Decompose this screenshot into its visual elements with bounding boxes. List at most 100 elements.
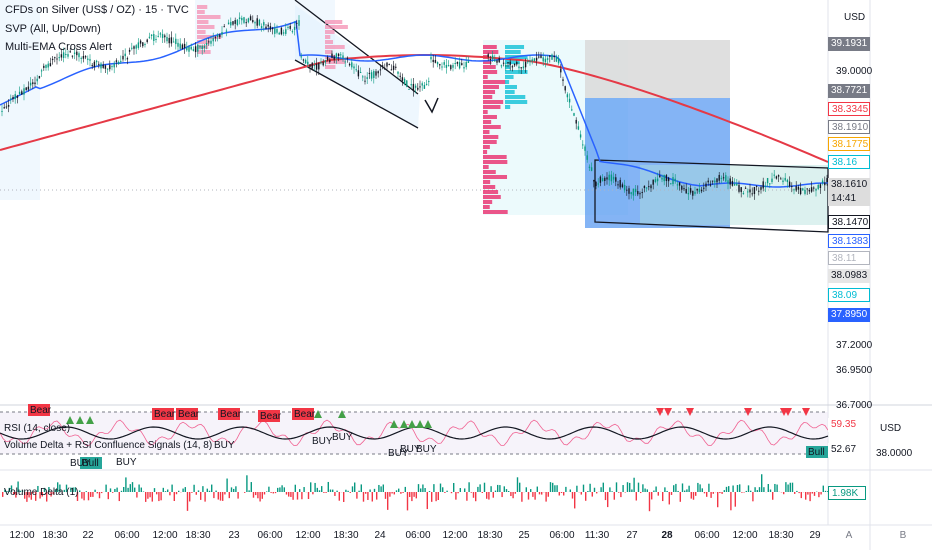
volume-delta-bar: [607, 492, 609, 508]
price-axis[interactable]: USD 39.1931 38.7721 38.3345 38.1910 38.1775 3…: [828, 0, 932, 550]
candle-body: [155, 38, 157, 40]
volume-profile-bar: [483, 185, 496, 189]
volume-delta-bar: [554, 485, 556, 492]
volume-delta-bar: [52, 492, 54, 495]
volume-profile-bar: [325, 25, 348, 29]
volume-profile-zone: [0, 0, 40, 200]
volume-delta-bar: [433, 484, 435, 492]
volume-delta-bar: [811, 492, 813, 494]
symbol-title[interactable]: CFDs on Silver (US$ / OZ) · 15 · TVC: [5, 4, 189, 16]
volume-delta-value-badge: 1.98K: [828, 486, 866, 500]
candle-body: [236, 19, 239, 26]
volume-delta-bar: [657, 492, 659, 496]
candle-body: [395, 66, 397, 68]
volume-delta-bar: [164, 491, 167, 492]
volume-delta-bar: [818, 492, 820, 498]
volume-delta-label[interactable]: Volume Delta (1): [4, 487, 79, 498]
volume-delta-bar: [79, 490, 81, 492]
bear-signal: [28, 404, 50, 416]
buy-triangle: [424, 420, 432, 428]
volume-delta-bar: [589, 483, 591, 492]
volume-delta-bar: [318, 490, 321, 492]
candle-body: [256, 18, 258, 26]
candle-body: [553, 55, 555, 58]
volume-delta-bar: [466, 492, 468, 501]
volume-delta-bar: [266, 491, 268, 492]
candle-body: [95, 60, 98, 63]
indicator-ema-label[interactable]: Multi-EMA Cross Alert: [5, 41, 112, 53]
bear-signal: [152, 408, 174, 420]
indicator-svp-label[interactable]: SVP (All, Up/Down): [5, 23, 101, 35]
scale-button-b[interactable]: B: [899, 530, 907, 541]
candle-body: [736, 183, 738, 186]
candle-body: [439, 64, 441, 66]
volume-delta-bar: [59, 484, 61, 492]
candle-body: [265, 26, 267, 29]
candle-body: [221, 32, 223, 35]
candle-body: [298, 20, 300, 26]
candle-body: [606, 177, 608, 180]
candle-body: [491, 55, 494, 60]
candle-body: [551, 54, 553, 60]
candle-body: [744, 187, 747, 189]
volume-delta-bar: [373, 488, 376, 492]
volume-delta-bar: [37, 485, 39, 492]
volume-delta-bar: [428, 491, 431, 492]
time-axis-label: 24: [374, 530, 386, 541]
candle-body: [659, 175, 661, 178]
volume-delta-bar: [94, 489, 96, 492]
candle-body: [208, 41, 210, 43]
candle-body: [714, 180, 716, 183]
candle-body: [718, 174, 720, 181]
volume-profile-bar: [483, 210, 508, 214]
candle-body: [318, 63, 320, 70]
candle-body: [230, 21, 232, 26]
candle-body: [58, 57, 60, 59]
volume-delta-bar: [728, 486, 730, 492]
volume-profile-bar: [483, 115, 497, 119]
time-axis-label: 18:30: [333, 530, 359, 541]
candle-body: [656, 178, 659, 182]
currency-label[interactable]: USD: [844, 12, 866, 23]
volume-delta-bar: [120, 490, 123, 492]
bear-signal-text: Bear: [30, 405, 52, 416]
volume-delta-bar: [571, 492, 574, 499]
buy-triangle: [400, 420, 408, 428]
candle-body: [285, 29, 287, 34]
volume-delta-bar: [483, 482, 486, 492]
volume-delta-bar: [369, 489, 371, 492]
candle-body: [564, 86, 566, 91]
bull-signal: [80, 457, 102, 469]
volume-delta-bar: [541, 492, 543, 495]
volume-delta-bar: [360, 484, 362, 492]
candle-body: [381, 65, 384, 67]
volume-delta-bar: [314, 482, 316, 492]
candle-body: [419, 86, 421, 88]
candle-body: [507, 62, 509, 64]
volume-delta-bar: [642, 484, 644, 492]
candle-body: [133, 46, 135, 49]
candle-body: [260, 26, 263, 28]
auto-scale-button[interactable]: A: [845, 530, 853, 541]
price-tick-label: 37.2000: [836, 340, 873, 351]
price-badge: 14:41: [828, 192, 870, 206]
candle-body: [681, 185, 683, 190]
volume-delta-bar: [35, 492, 37, 501]
candle-body: [80, 57, 82, 59]
candle-body: [531, 59, 533, 62]
volume-delta-bar: [28, 492, 30, 498]
volume-profile-bar: [483, 135, 499, 139]
volume-delta-bar: [512, 492, 514, 499]
volume-delta-bar: [404, 486, 406, 492]
vd-rsi-label[interactable]: Volume Delta + RSI Confluence Signals (1…: [4, 440, 213, 451]
buy-signal-text: BUY: [416, 444, 437, 455]
volume-delta-bar: [149, 492, 151, 498]
candle-body: [725, 175, 727, 182]
volume-delta-bar: [153, 488, 156, 492]
volume-profile-bar: [325, 35, 331, 39]
volume-delta-bar: [268, 486, 270, 492]
candle-body: [93, 61, 96, 68]
volume-delta-bar: [259, 492, 261, 502]
rsi-label[interactable]: RSI (14, close): [4, 423, 71, 434]
